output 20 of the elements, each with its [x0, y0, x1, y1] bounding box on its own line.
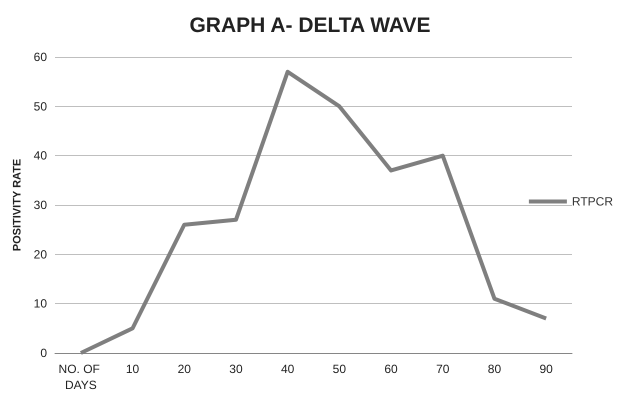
y-axis-title: POSITIVITY RATE — [11, 158, 24, 252]
x-tick-label: 10 — [126, 362, 140, 376]
y-tick-label: 10 — [34, 296, 48, 311]
x-tick-label: 70 — [436, 362, 450, 376]
y-tick-label: 40 — [34, 148, 48, 163]
x-tick-label: NO. OF DAYS — [58, 362, 104, 392]
y-tick-label: 30 — [34, 198, 48, 212]
y-tick-label: 20 — [34, 247, 48, 262]
y-tick-label: 0 — [40, 346, 48, 360]
y-tick-label: 60 — [34, 50, 48, 64]
x-tick-label: 80 — [488, 362, 502, 376]
x-tick-label: 50 — [332, 362, 346, 376]
x-tick-label: 30 — [229, 362, 243, 376]
x-tick-label: 60 — [384, 362, 398, 376]
x-tick-label: 90 — [539, 362, 554, 376]
x-tick-label: 20 — [178, 362, 192, 376]
x-tick-label: 40 — [280, 362, 295, 376]
legend-label: RTPCR — [572, 194, 614, 208]
y-tick-label: 50 — [34, 99, 48, 114]
chart-title: GRAPH A- DELTA WAVE — [189, 14, 431, 37]
